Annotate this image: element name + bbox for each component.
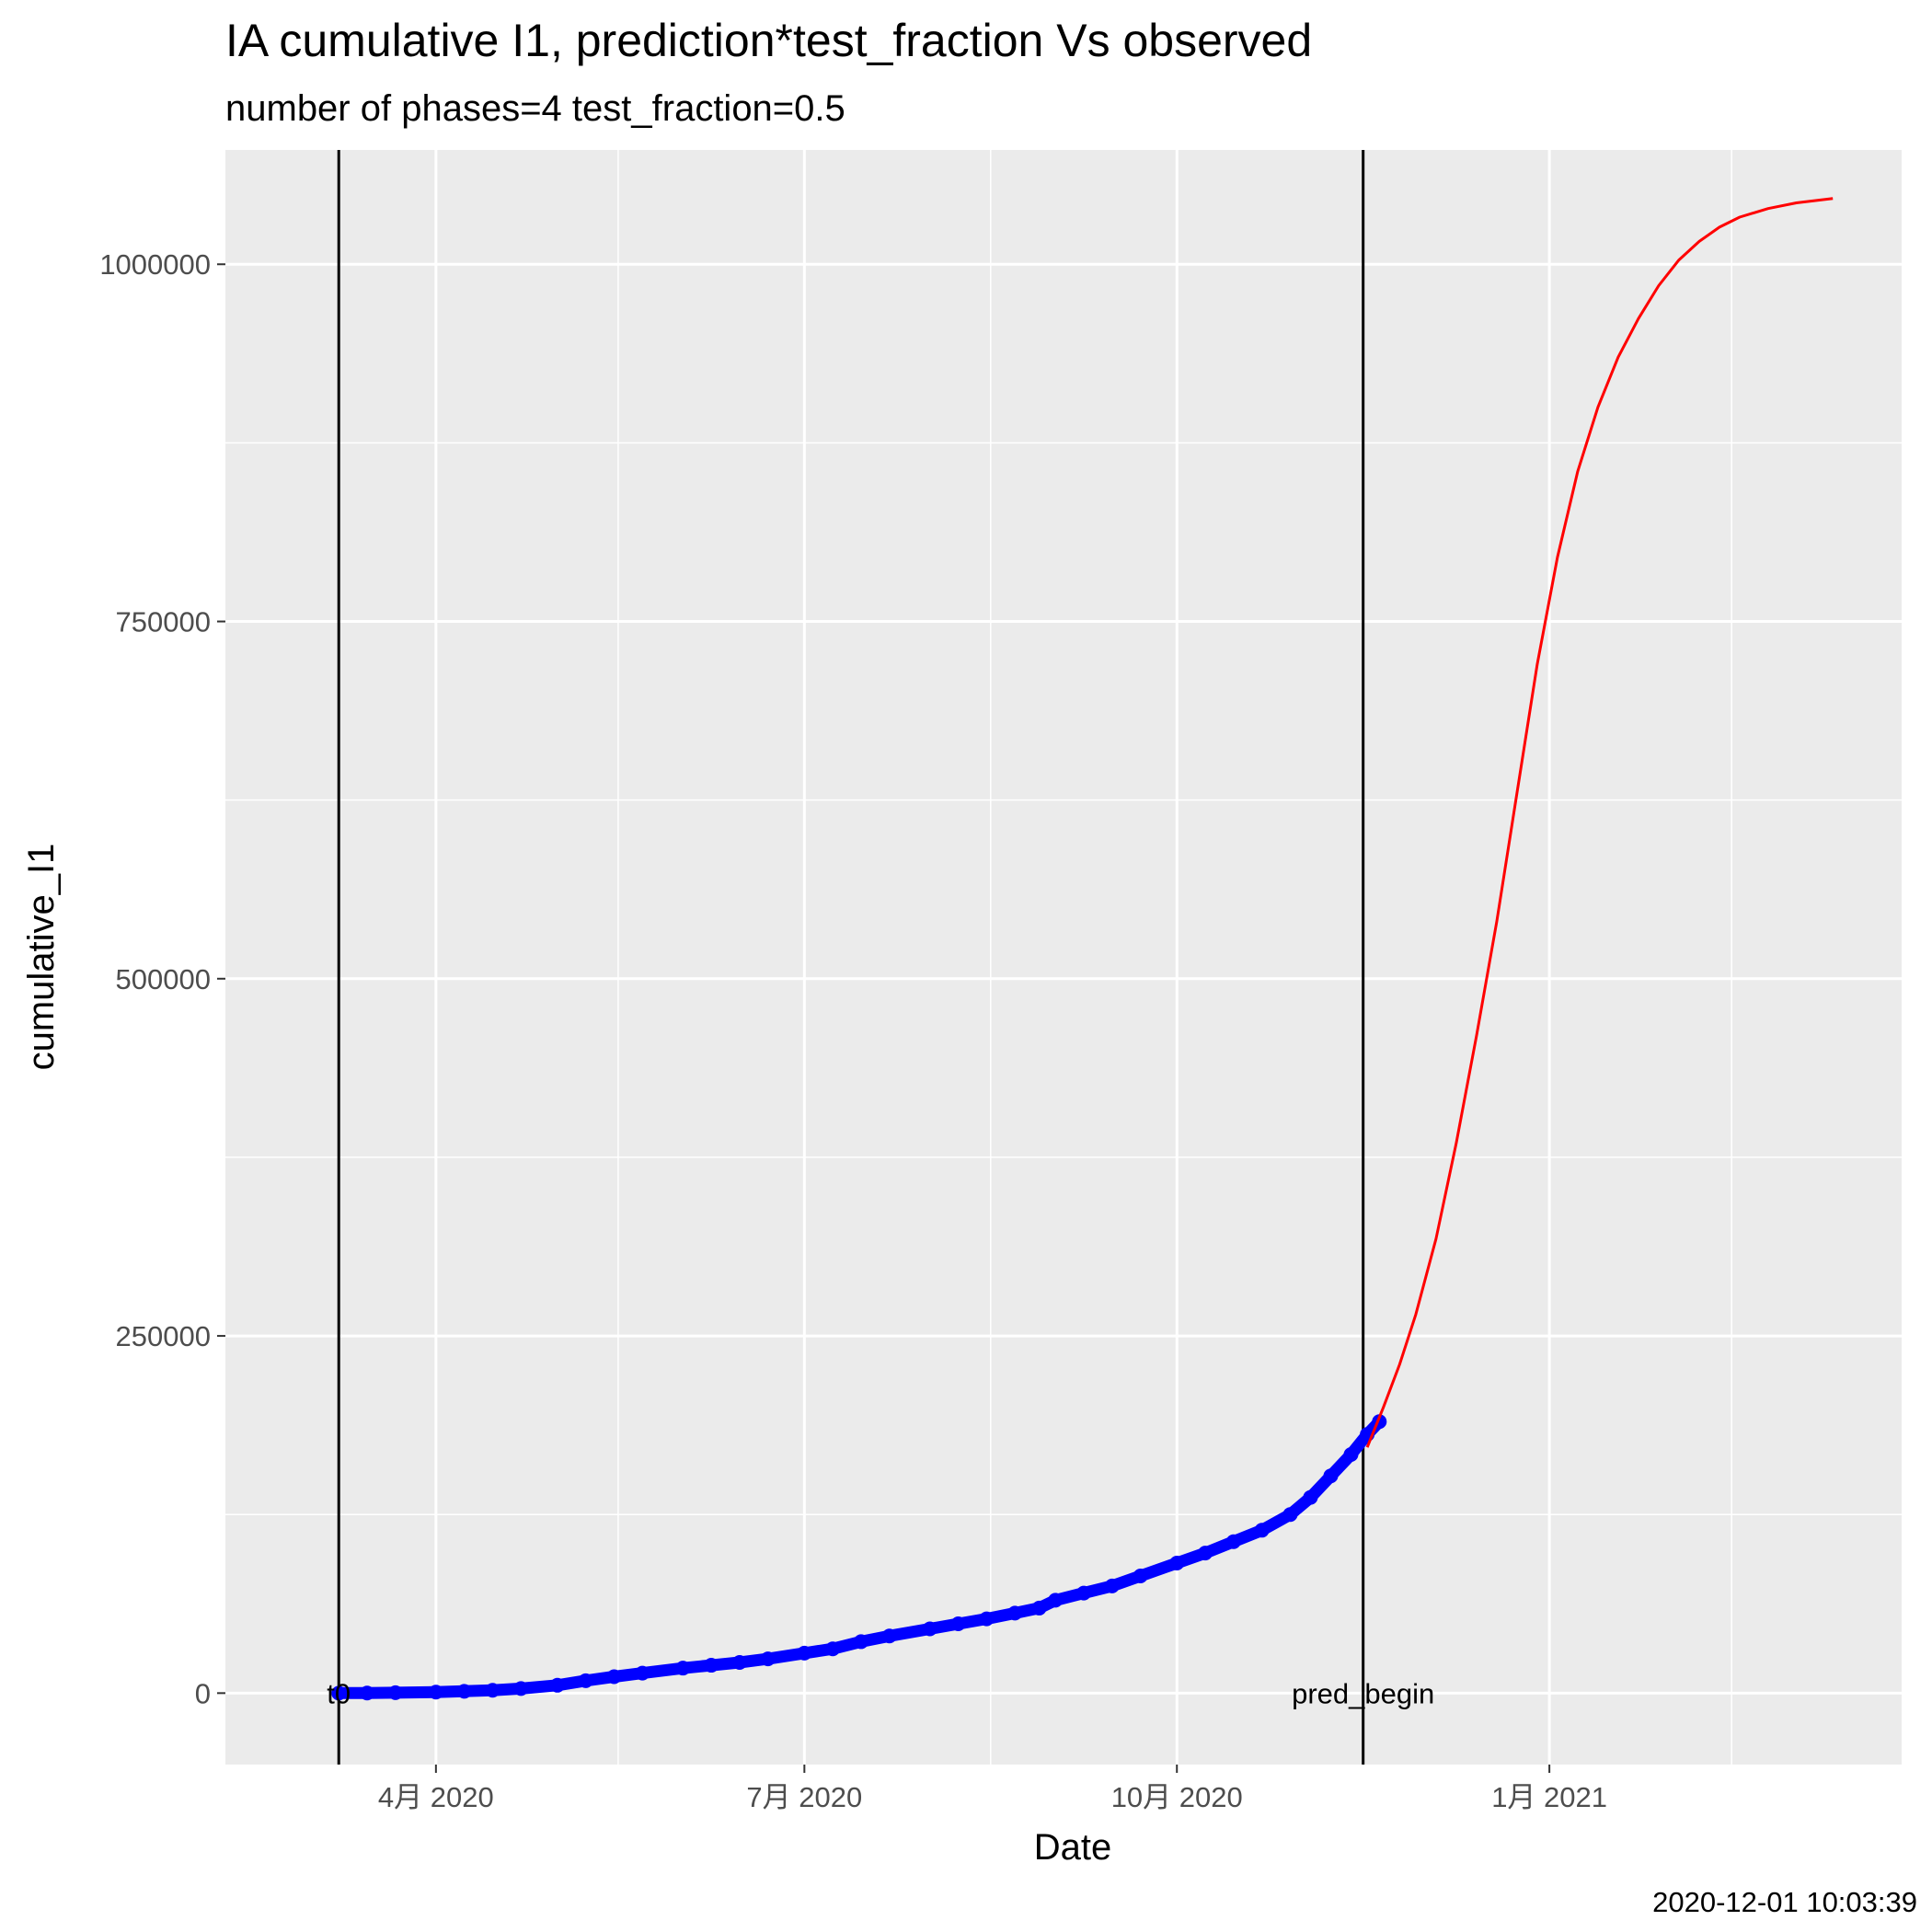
- series-layer: [331, 197, 1834, 1701]
- series-observed-point: [360, 1685, 375, 1701]
- series-observed-point: [428, 1685, 443, 1700]
- series-observed-point: [1031, 1600, 1047, 1616]
- chart-title: IA cumulative I1, prediction*test_fracti…: [225, 15, 1312, 66]
- series-observed-point: [485, 1683, 500, 1698]
- y-tick-label: 0: [195, 1677, 211, 1709]
- series-observed-point: [513, 1681, 529, 1696]
- series-observed-point: [387, 1685, 403, 1700]
- series-observed-point: [1343, 1446, 1359, 1462]
- series-observed-point: [881, 1628, 897, 1644]
- y-tick-label: 1000000: [99, 248, 211, 281]
- series-observed-point: [1303, 1489, 1318, 1505]
- plot-panel: [225, 150, 1902, 1765]
- series-observed-point: [578, 1673, 593, 1688]
- series-observed-point: [1133, 1568, 1148, 1583]
- y-tick-label: 500000: [116, 963, 211, 995]
- y-axis-title: cumulative_I1: [21, 844, 62, 1071]
- annotations: t0 pred_begin: [327, 1677, 1434, 1709]
- series-observed-point: [1282, 1507, 1298, 1523]
- series-observed-point: [1048, 1593, 1064, 1608]
- vline-label-pred-begin: pred_begin: [1292, 1677, 1434, 1709]
- series-observed-point: [950, 1616, 966, 1632]
- vline-label-t0: t0: [327, 1677, 351, 1709]
- series-observed-point: [331, 1685, 347, 1701]
- series-prediction-line: [1365, 197, 1834, 1448]
- series-observed-point: [853, 1634, 868, 1650]
- x-tick-label: 4月 2020: [378, 1781, 494, 1813]
- y-axis: 0 250000 500000 750000 1000000: [99, 248, 225, 1709]
- series-observed-point: [979, 1611, 995, 1627]
- chart-subtitle: number of phases=4 test_fraction=0.5: [225, 88, 845, 129]
- series-observed-point: [1254, 1523, 1270, 1538]
- vertical-lines: [337, 150, 1365, 1765]
- series-observed-point: [922, 1621, 937, 1637]
- grid-major: [225, 150, 1902, 1765]
- x-tick-label: 1月 2021: [1491, 1781, 1607, 1813]
- series-observed-point: [675, 1661, 691, 1676]
- y-tick-label: 250000: [116, 1320, 211, 1352]
- series-observed-point: [1323, 1468, 1339, 1484]
- series-observed-point: [760, 1651, 776, 1667]
- y-tick-label: 750000: [116, 606, 211, 638]
- series-observed-point: [825, 1641, 841, 1657]
- x-tick-label: 10月 2020: [1111, 1781, 1243, 1813]
- series-observed-point: [1198, 1546, 1213, 1561]
- series-observed-point: [797, 1645, 812, 1661]
- x-axis-title: Date: [1034, 1827, 1112, 1868]
- x-tick-label: 7月 2020: [746, 1781, 862, 1813]
- series-observed-point: [731, 1654, 747, 1670]
- series-observed-point: [549, 1677, 565, 1693]
- series-observed-point: [635, 1665, 650, 1681]
- series-observed-point: [1225, 1534, 1241, 1549]
- chart-caption: 2020-12-01 10:03:39: [1652, 1886, 1917, 1918]
- series-observed-point: [606, 1669, 622, 1685]
- series-observed-point: [1007, 1605, 1023, 1621]
- series-observed-point: [1104, 1578, 1120, 1593]
- series-observed-point: [1076, 1585, 1092, 1601]
- x-axis: 4月 2020 7月 2020 10月 2020 1月 2021: [378, 1765, 1607, 1813]
- series-observed-point: [704, 1658, 719, 1673]
- series-observed-point: [1169, 1556, 1185, 1571]
- series-observed-point: [456, 1684, 472, 1699]
